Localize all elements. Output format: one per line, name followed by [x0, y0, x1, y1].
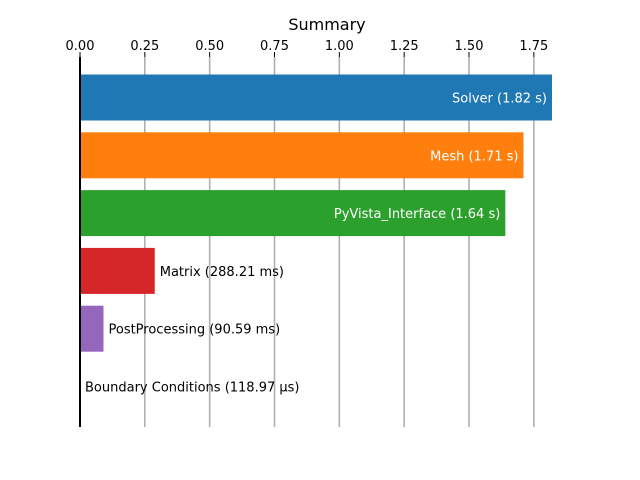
bar-data-label: Boundary Conditions (118.97 µs): [85, 381, 300, 396]
x-axis-ticks: 0.00 0.25 0.50 0.75 1.00 1.25 1.50 1.75: [66, 39, 548, 57]
bar-solver: [80, 74, 552, 121]
bar-data-label: Mesh (1.71 s): [430, 149, 518, 164]
x-tick-label: 1.25: [390, 39, 419, 54]
bar-mesh: [80, 132, 524, 179]
x-tick-label: 1.75: [519, 39, 548, 54]
bar-data-label: PostProcessing (90.59 ms): [108, 323, 280, 338]
x-tick-label: 0.25: [130, 39, 159, 54]
bar-postprocessing: [80, 305, 104, 352]
bar-data-label: PyVista_Interface (1.64 s): [334, 207, 500, 222]
bar-labels: Solver (1.82 s) Mesh (1.71 s) PyVista_Inte…: [85, 92, 547, 396]
x-tick-label: 0.00: [66, 39, 95, 54]
x-tick-label: 0.75: [260, 39, 289, 54]
x-tick-label: 1.00: [325, 39, 354, 54]
bar-pyvista-interface: [80, 190, 506, 237]
x-tick-label: 0.50: [195, 39, 224, 54]
bar-matrix: [80, 247, 155, 294]
bar-data-label: Matrix (288.21 ms): [160, 265, 284, 280]
chart-title: Summary: [288, 15, 365, 34]
bar-data-label: Solver (1.82 s): [452, 92, 547, 107]
bars: [80, 74, 552, 410]
x-tick-label: 1.50: [455, 39, 484, 54]
